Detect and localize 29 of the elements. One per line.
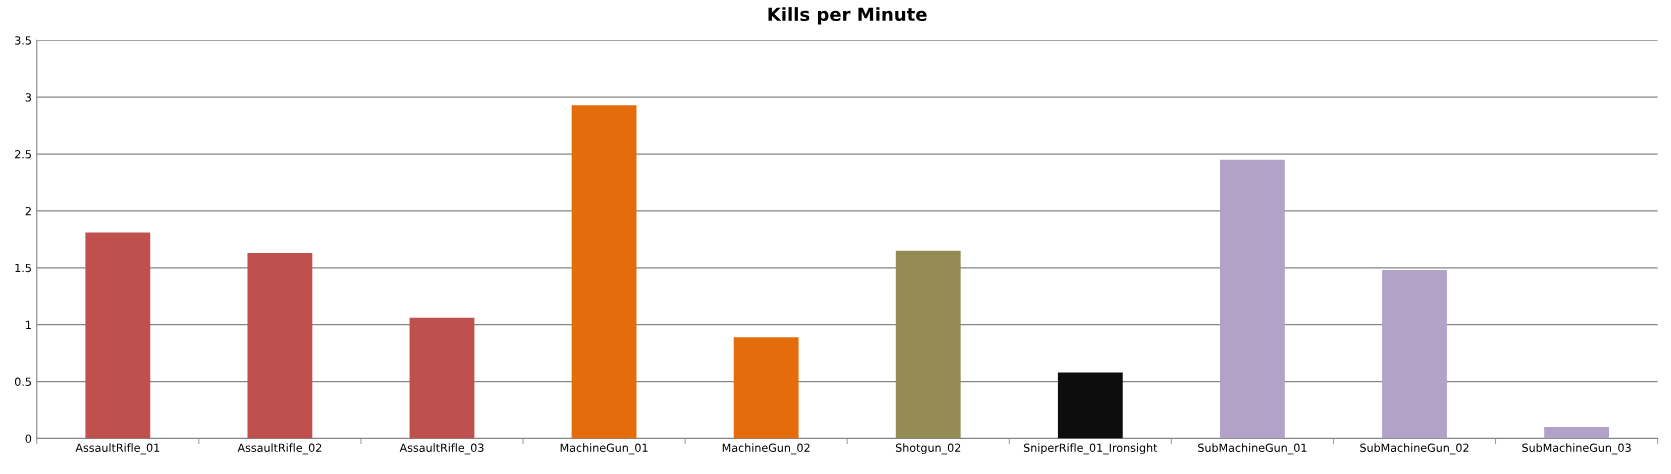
y-tick-label: 0 bbox=[25, 434, 32, 443]
bar bbox=[85, 232, 151, 439]
chart-title: Kills per Minute bbox=[768, 7, 927, 25]
x-tick-label: MachineGun_02 bbox=[722, 443, 810, 455]
y-tick-label: 3 bbox=[25, 93, 32, 102]
y-tick-label: 1.5 bbox=[15, 263, 31, 273]
x-tick-label: MachineGun_01 bbox=[560, 443, 648, 455]
x-tick-label: SubMachineGun_02 bbox=[1360, 443, 1469, 455]
x-tick-label: AssaultRifle_03 bbox=[399, 443, 484, 455]
x-tick-label: AssaultRifle_02 bbox=[237, 443, 322, 455]
bar bbox=[409, 317, 475, 439]
x-tick-label: SniperRifle_01_Ironsight bbox=[1023, 443, 1158, 455]
bar bbox=[1382, 270, 1447, 439]
y-tick-label: 2 bbox=[25, 206, 31, 216]
bar bbox=[247, 253, 313, 439]
bar bbox=[1057, 372, 1123, 439]
bar bbox=[895, 250, 961, 439]
bar bbox=[1544, 427, 1610, 439]
bar bbox=[1220, 159, 1285, 439]
x-tick-label: SubMachineGun_01 bbox=[1198, 443, 1307, 455]
bar bbox=[571, 105, 637, 439]
x-tick-label: AssaultRifle_01 bbox=[75, 443, 160, 455]
x-tick-label: SubMachineGun_03 bbox=[1522, 443, 1631, 455]
y-tick-label: 0.5 bbox=[14, 377, 31, 386]
y-tick-label: 2.5 bbox=[15, 150, 31, 159]
y-tick-label: 1 bbox=[26, 320, 31, 329]
x-tick-label: Shotgun_02 bbox=[895, 443, 961, 455]
bar bbox=[733, 337, 799, 439]
y-tick-label: 3.5 bbox=[15, 36, 31, 45]
